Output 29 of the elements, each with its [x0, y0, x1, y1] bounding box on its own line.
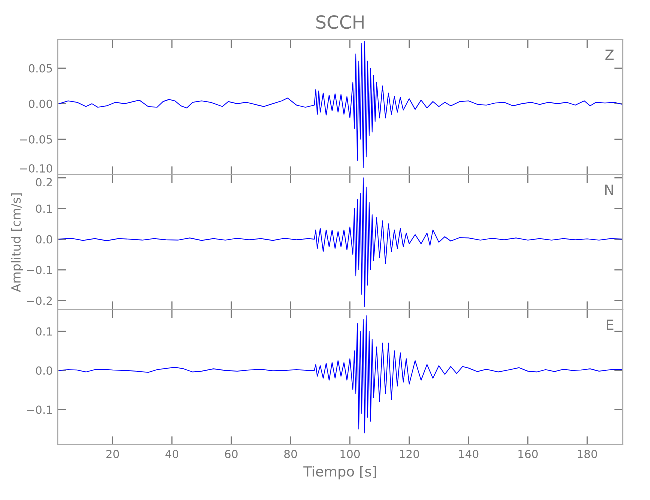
- y-tick-label: −0.2: [27, 296, 52, 306]
- x-tick-label: 180: [578, 450, 598, 458]
- y-axis-title: Amplitud [cm/s]: [11, 194, 24, 292]
- y-tick-label: −0.05: [20, 135, 52, 144]
- annotation: N: [605, 184, 614, 196]
- line-series: [59, 315, 623, 434]
- chart-title: SCCH: [316, 15, 364, 30]
- y-tick-label: 0.1: [36, 327, 52, 336]
- y-tick-label: −0.10: [20, 164, 52, 173]
- x-tick-label: 40: [166, 450, 179, 458]
- x-tick-label: 120: [400, 450, 420, 458]
- annotation: Z: [606, 50, 614, 60]
- y-tick-label: 0.2: [36, 178, 52, 187]
- x-tick-label: 100: [340, 450, 360, 458]
- y-tick-label: 0.05: [29, 64, 52, 73]
- x-tick-label: 20: [106, 450, 120, 458]
- y-tick-label: −0.1: [27, 266, 52, 274]
- x-tick-label: 80: [284, 450, 298, 458]
- x-tick-label: 60: [225, 450, 238, 458]
- x-tick-label: 140: [459, 450, 479, 458]
- y-tick-label: 0.1: [36, 204, 52, 214]
- x-axis-title: Tiempo [s]: [304, 466, 376, 480]
- y-tick-label: −0.1: [27, 406, 52, 414]
- y-tick-label: 0.0: [36, 235, 52, 244]
- x-tick-label: 160: [518, 450, 538, 458]
- y-tick-label: 0.00: [29, 100, 52, 108]
- annotation: E: [607, 320, 614, 330]
- y-tick-label: 0.0: [36, 366, 52, 376]
- line-series: [59, 178, 623, 308]
